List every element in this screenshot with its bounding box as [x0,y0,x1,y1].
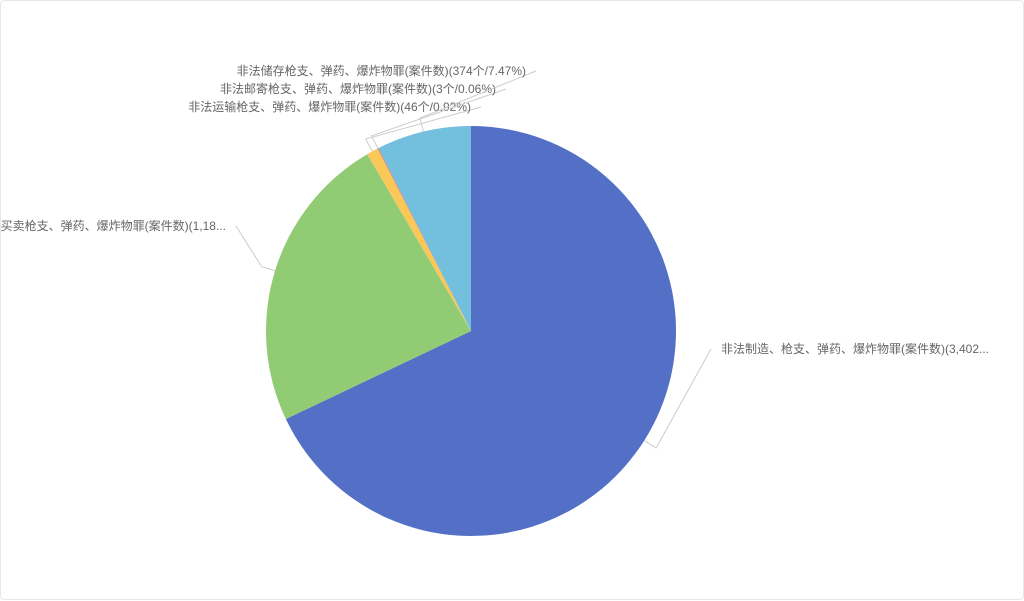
slice-label-store: 非法储存枪支、弹药、爆炸物罪(案件数)(374个/7.47%) [237,63,526,78]
pie-svg: 非法制造、枪支、弹药、爆炸物罪(案件数)(3,402... 非法买卖枪支、弹药、爆… [1,1,1024,601]
pie-chart: 非法制造、枪支、弹药、爆炸物罪(案件数)(3,402... 非法买卖枪支、弹药、爆… [1,1,1024,601]
leader-trade [236,226,275,271]
slice-label-manufacture: 非法制造、枪支、弹药、爆炸物罪(案件数)(3,402... [721,341,989,356]
slice-label-mail: 非法邮寄枪支、弹药、爆炸物罪(案件数)(3个/0.06%) [220,81,496,96]
slice-label-transport: 非法运输枪支、弹药、爆炸物罪(案件数)(46个/0.92%) [188,99,471,114]
pie-chart-container: 非法制造、枪支、弹药、爆炸物罪(案件数)(3,402... 非法买卖枪支、弹药、爆… [0,0,1024,600]
slice-label-trade: 非法买卖枪支、弹药、爆炸物罪(案件数)(1,18... [1,218,226,233]
